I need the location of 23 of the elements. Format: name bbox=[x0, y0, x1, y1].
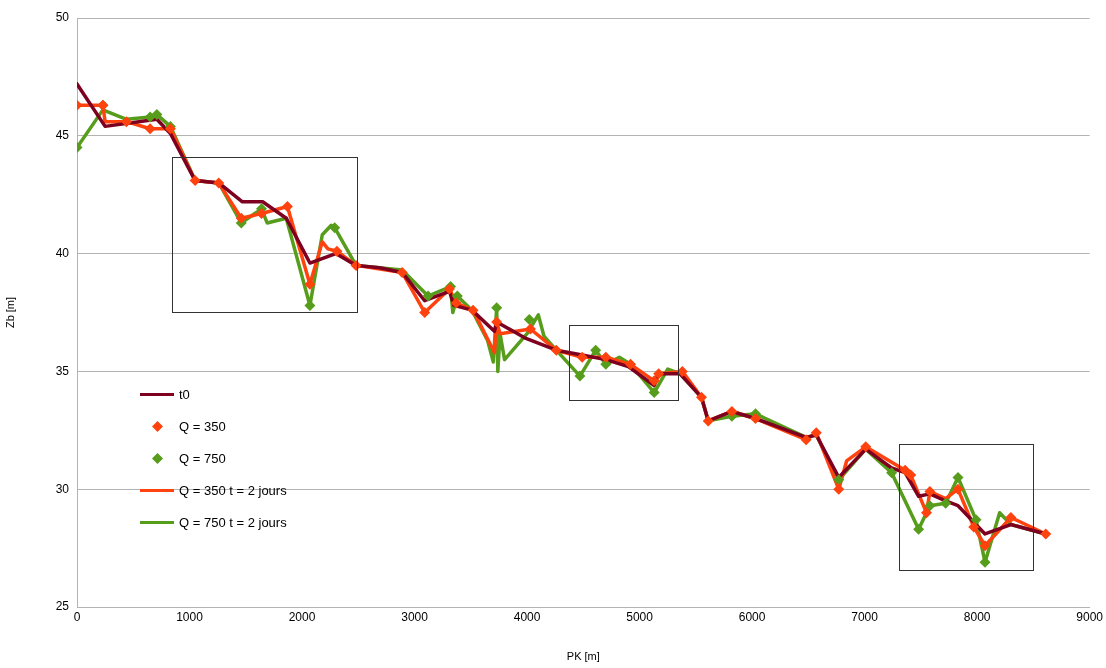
legend-label: Q = 750 t = 2 jours bbox=[179, 514, 287, 530]
x-tick-label: 2000 bbox=[288, 609, 316, 624]
legend-label: Q = 350 t = 2 jours bbox=[179, 482, 287, 498]
x-tick-label: 4000 bbox=[513, 609, 541, 624]
legend-label: t0 bbox=[179, 386, 190, 402]
y-tick-label: 45 bbox=[55, 128, 70, 143]
x-tick-label: 8000 bbox=[963, 609, 991, 624]
legend-label: Q = 750 bbox=[179, 450, 226, 466]
x-tick-label: 7000 bbox=[851, 609, 879, 624]
x-tick-label: 5000 bbox=[626, 609, 654, 624]
x-axis-title: PK [m] bbox=[566, 650, 600, 663]
y-axis-title: Zb [m] bbox=[3, 296, 16, 329]
x-tick-label: 3000 bbox=[401, 609, 429, 624]
y-tick-label: 35 bbox=[55, 363, 70, 378]
y-tick-label: 40 bbox=[55, 245, 70, 260]
x-tick-label: 9000 bbox=[1076, 609, 1104, 624]
x-tick-label: 6000 bbox=[738, 609, 766, 624]
y-tick-label: 50 bbox=[55, 10, 70, 25]
legend-label: Q = 350 bbox=[179, 418, 226, 434]
x-tick-label: 0 bbox=[73, 609, 81, 624]
y-tick-label: 25 bbox=[55, 599, 70, 614]
y-tick-label: 30 bbox=[55, 481, 70, 496]
x-tick-label: 1000 bbox=[176, 609, 204, 624]
